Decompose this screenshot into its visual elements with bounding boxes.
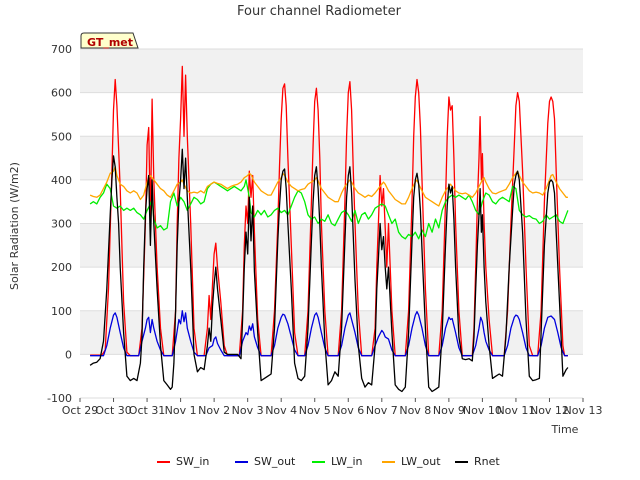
legend-label: SW_out [254,455,296,468]
station-label: GT_met [87,36,133,49]
x-tick-label: Nov 11 [496,404,535,417]
y-tick-label: 600 [51,87,72,100]
x-tick-label: Nov 4 [265,404,297,417]
plot-band [80,310,583,355]
chart-title: Four channel Radiometer [237,4,402,19]
x-tick-label: Nov 3 [232,404,264,417]
legend-label: LW_out [401,455,441,468]
y-tick-label: 500 [51,130,72,143]
x-tick-label: Oct 30 [95,404,132,417]
plot-band [80,49,583,93]
y-axis-title: Solar Radiation (W/m2) [8,162,21,290]
series-layer [89,65,569,393]
plot-band [80,136,583,180]
legend-label: Rnet [474,455,500,468]
x-tick-label: Nov 12 [530,404,569,417]
y-axis: -100 0 100 200 300 400 500 600 700 [47,43,72,405]
y-tick-label: 0 [65,348,72,361]
station-label-box: GT_met [80,32,139,49]
x-tick-label: Nov 9 [433,404,465,417]
series-line-rnet [89,148,569,393]
x-axis-title: Time [551,423,579,436]
x-tick-label: Nov 2 [198,404,230,417]
series-line-lw-in [89,179,569,240]
x-tick-label: Nov 7 [366,404,398,417]
y-tick-label: 200 [51,261,72,274]
x-tick-label: Nov 13 [564,404,603,417]
x-tick-label: Nov 6 [332,404,364,417]
legend-label: SW_in [176,455,209,468]
x-tick-label: Nov 10 [463,404,502,417]
y-tick-label: 700 [51,43,72,56]
y-tick-label: 100 [51,305,72,318]
x-tick-label: Oct 31 [129,404,166,417]
legend: SW_in SW_out LW_in LW_out Rnet [157,455,500,468]
y-tick-label: -100 [47,392,72,405]
gridlines [80,48,583,399]
x-tick-label: Oct 29 [62,404,99,417]
legend-label: LW_in [331,455,363,468]
y-tick-label: 400 [51,174,72,187]
station-label-shape [80,32,139,49]
y-tick-label: 300 [51,218,72,231]
plot-bands [80,49,583,355]
x-tick-label: Nov 1 [165,404,197,417]
plot-band [80,223,583,268]
series-line-sw-out [90,310,568,357]
x-tick-label: Nov 5 [299,404,331,417]
series-line-lw-out [89,166,568,207]
x-tick-label: Nov 8 [399,404,431,417]
